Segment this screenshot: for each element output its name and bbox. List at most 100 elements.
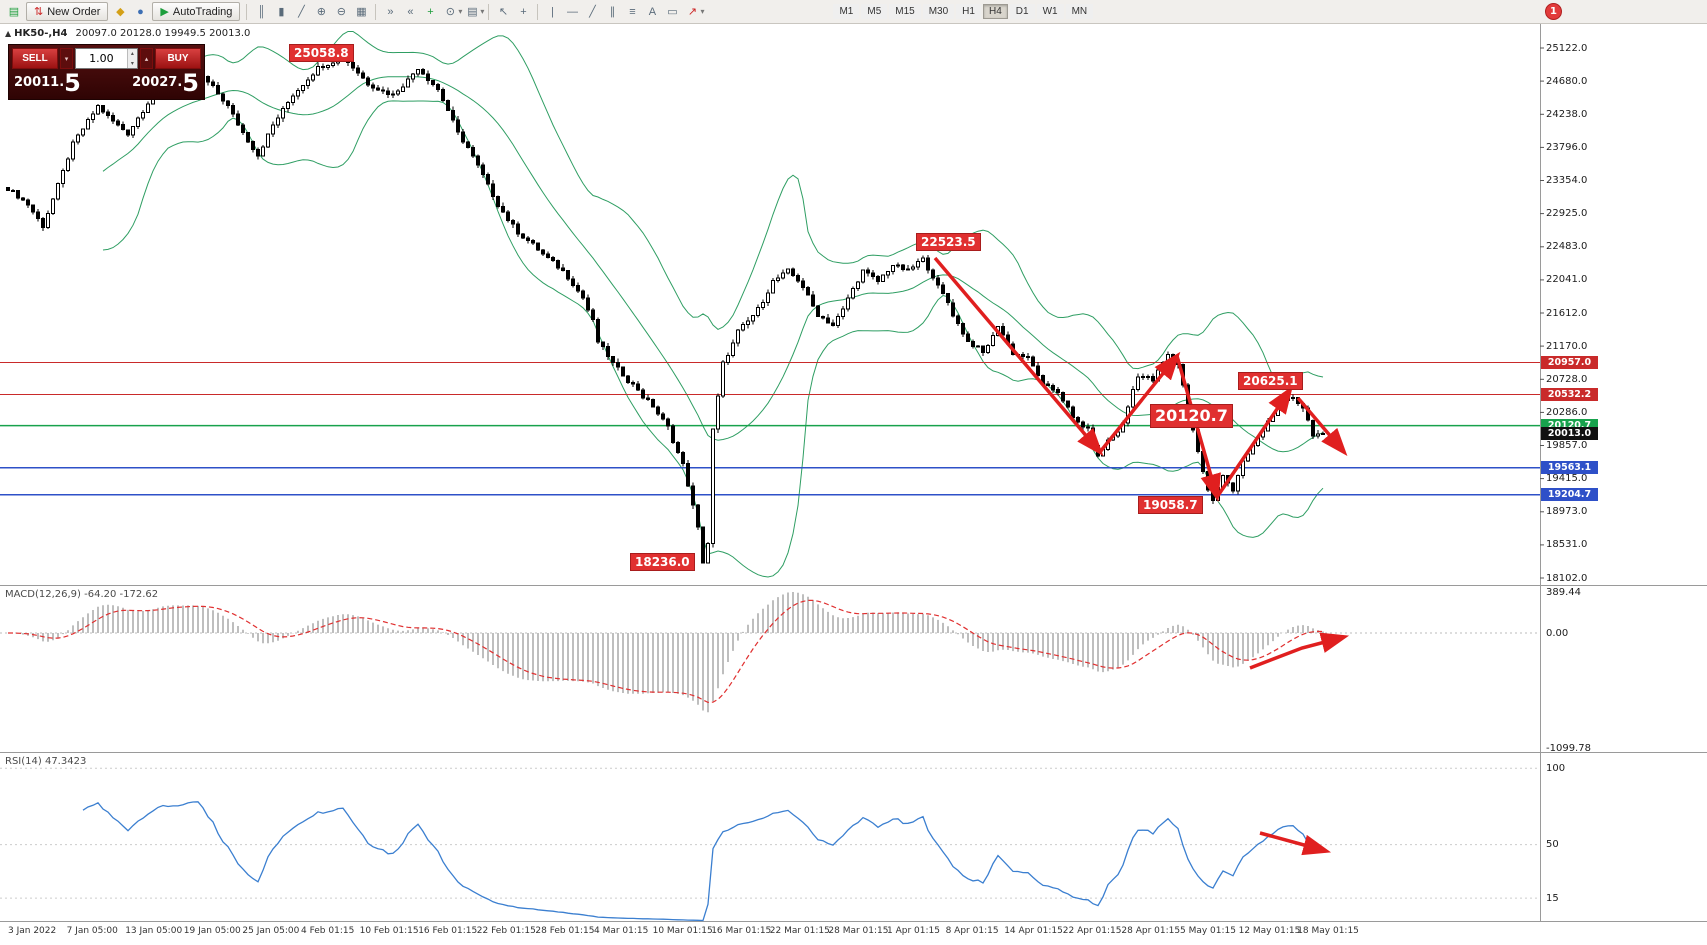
timeframe-D1[interactable]: D1 — [1009, 4, 1035, 19]
price-level-tag: 20957.0 — [1541, 356, 1598, 369]
timeframe-MN[interactable]: MN — [1065, 4, 1094, 19]
timeframe-M30[interactable]: M30 — [922, 4, 955, 19]
time-axis-label: 22 Mar 01:15 — [769, 926, 830, 936]
zoom-out-icon[interactable]: ⊖ — [336, 5, 347, 18]
time-axis-label: 16 Mar 01:15 — [711, 926, 772, 936]
price-axis-label: 18102.0 — [1546, 572, 1588, 584]
sell-options-caret-icon[interactable]: ▾ — [60, 48, 73, 69]
timeframe-W1[interactable]: W1 — [1036, 4, 1064, 19]
templates-caret-icon[interactable]: ▾ — [480, 7, 485, 16]
time-axis-label: 18 May 01:15 — [1297, 926, 1359, 936]
symbol-bar: ▲ HK50-,H4 20097.0 20128.0 19949.5 20013.0 — [5, 28, 250, 39]
volume-up-icon[interactable]: ▴ — [127, 49, 137, 59]
buy-options-caret-icon[interactable]: ▴ — [140, 48, 153, 69]
buy-price-pip: 5 — [182, 69, 199, 97]
sell-price-pip: 5 — [64, 69, 81, 97]
macd-axis-label: -1099.78 — [1546, 742, 1591, 754]
zoom-in-icon[interactable]: ⊕ — [316, 5, 327, 18]
time-axis-label: 25 Jan 05:00 — [242, 926, 300, 936]
new-chart-icon[interactable]: ▤ — [8, 5, 20, 18]
toolbar: ▤ ⇅ New Order ◆ ● ▶ AutoTrading ║ ▮ ╱ ⊕ … — [0, 0, 1707, 24]
chart-shift-icon[interactable]: « — [407, 5, 414, 18]
autotrading-button[interactable]: ▶ AutoTrading — [152, 2, 241, 21]
time-axis-label: 14 Apr 01:15 — [1004, 926, 1063, 936]
chart-price-annotation[interactable]: 20625.1 — [1238, 372, 1303, 391]
chart-price-annotation[interactable]: 25058.8 — [289, 44, 354, 63]
shapes-icon[interactable]: ↗ — [687, 5, 698, 18]
bar-chart-icon[interactable]: ║ — [257, 5, 266, 18]
chart-price-annotation[interactable]: 18236.0 — [630, 553, 695, 572]
notification-badge[interactable]: 1 — [1545, 3, 1562, 20]
chart-price-annotation[interactable]: 20120.7 — [1150, 404, 1233, 428]
expert-advisors-icon[interactable]: ◆ — [116, 5, 125, 18]
volume-down-icon[interactable]: ▾ — [127, 58, 137, 68]
auto-scroll-icon[interactable]: » — [387, 5, 394, 18]
rsi-indicator-label: RSI(14) 47.3423 — [5, 756, 87, 767]
macd-axis-label: 389.44 — [1546, 586, 1581, 598]
new-order-label: New Order — [47, 5, 101, 18]
time-axis-label: 10 Feb 01:15 — [359, 926, 419, 936]
crosshair-icon[interactable]: + — [520, 5, 527, 18]
buy-button[interactable]: BUY — [155, 48, 201, 69]
tile-windows-icon[interactable]: ▦ — [356, 5, 367, 18]
shapes-caret-icon[interactable]: ▾ — [700, 7, 705, 16]
trendline-icon[interactable]: ╱ — [589, 5, 596, 18]
price-axis-label: 25122.0 — [1546, 42, 1588, 54]
text-tool-icon[interactable]: A — [648, 5, 657, 18]
scripts-icon[interactable]: ● — [137, 5, 144, 18]
candle-chart-icon[interactable]: ▮ — [278, 5, 285, 18]
time-axis-label: 4 Feb 01:15 — [301, 926, 355, 936]
time-axis-label: 16 Feb 01:15 — [418, 926, 478, 936]
line-chart-icon[interactable]: ╱ — [298, 5, 305, 18]
macd-signal-line — [8, 599, 1324, 704]
timeframe-toolbar: M1 M5 M15 M30 H1 H4 D1 W1 MN — [832, 4, 1094, 19]
timeframe-M15[interactable]: M15 — [889, 4, 921, 19]
sell-button[interactable]: SELL — [12, 48, 58, 69]
new-order-button[interactable]: ⇅ New Order — [26, 2, 109, 21]
time-axis-label: 10 Mar 01:15 — [652, 926, 713, 936]
chart-price-annotation[interactable]: 22523.5 — [916, 233, 981, 252]
time-axis-label: 8 Apr 01:15 — [945, 926, 999, 936]
price-axis-label: 18531.0 — [1546, 539, 1588, 551]
timeframe-H1[interactable]: H1 — [956, 4, 981, 19]
macd-indicator-label: MACD(12,26,9) -64.20 -172.62 — [5, 589, 159, 600]
price-axis-label: 24680.0 — [1546, 75, 1588, 87]
vertical-line-icon[interactable]: | — [551, 5, 554, 18]
time-axis-label: 19 Jan 05:00 — [183, 926, 241, 936]
time-axis-label: 22 Apr 01:15 — [1062, 926, 1122, 936]
rsi-axis-label: 100 — [1546, 762, 1566, 774]
volume-input[interactable] — [76, 49, 127, 68]
timeframe-M5[interactable]: M5 — [861, 4, 888, 19]
price-axis-label: 22483.0 — [1546, 241, 1588, 253]
price-axis-label: 22041.0 — [1546, 274, 1588, 286]
collapse-triangle-icon[interactable]: ▲ — [5, 29, 12, 38]
cursor-icon[interactable]: ↖ — [498, 5, 509, 18]
price-axis-label: 21612.0 — [1546, 307, 1588, 319]
time-axis-label: 22 Feb 01:15 — [476, 926, 536, 936]
volume-stepper[interactable]: ▴ ▾ — [126, 49, 137, 68]
rsi-line — [82, 801, 1324, 922]
periods-caret-icon[interactable]: ▾ — [458, 7, 463, 16]
horizontal-line-icon[interactable]: — — [566, 5, 578, 18]
sell-price-main: 20011. — [14, 75, 65, 90]
channel-icon[interactable]: ∥ — [609, 5, 616, 18]
price-axis-label: 23354.0 — [1546, 175, 1588, 186]
templates-icon[interactable]: ▤ — [467, 5, 478, 18]
chart-price-annotation[interactable]: 19058.7 — [1138, 496, 1203, 515]
price-axis-label: 20286.0 — [1546, 406, 1588, 418]
sell-price: 20011. 5 — [14, 70, 81, 96]
timeframe-H4[interactable]: H4 — [982, 4, 1008, 19]
price-axis-label: 18973.0 — [1546, 506, 1588, 518]
toolbar-separator — [246, 3, 248, 20]
trend-arrows[interactable] — [933, 256, 1350, 856]
autotrading-play-icon: ▶ — [160, 6, 169, 18]
timeframe-M1[interactable]: M1 — [833, 4, 860, 19]
periods-icon[interactable]: ⊙ — [445, 5, 456, 18]
fibonacci-icon[interactable]: ≡ — [629, 5, 636, 18]
text-label-icon[interactable]: ▭ — [667, 5, 678, 18]
price-axis-label: 21170.0 — [1546, 340, 1588, 352]
add-indicator-icon[interactable]: + — [427, 5, 434, 18]
price-axis-label: 19415.0 — [1546, 473, 1588, 485]
